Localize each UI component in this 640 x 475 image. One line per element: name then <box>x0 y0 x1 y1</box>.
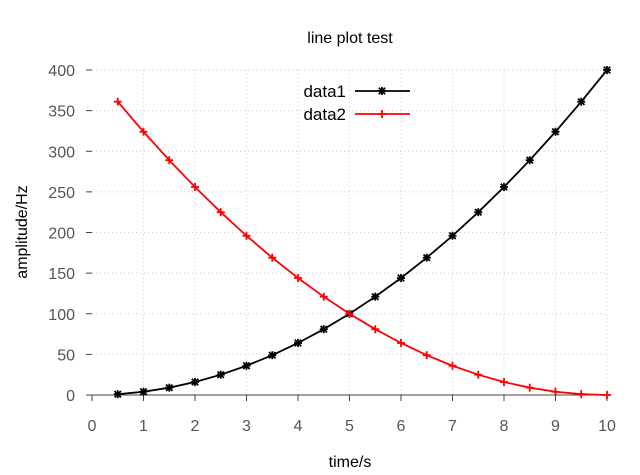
data-point-data1 <box>216 370 225 379</box>
legend-label: data2 <box>303 105 346 124</box>
chart-title: line plot test <box>307 30 393 47</box>
y-axis-label: amplitude/Hz <box>14 185 31 278</box>
data-point-data1 <box>603 66 611 74</box>
x-axis-ticks: 0 1 2 3 4 5 6 7 8 9 10 <box>88 395 616 435</box>
series-line-data2 <box>117 101 608 396</box>
y-axis-ticks: 0 50 100 150 200 250 300 350 400 <box>48 63 92 405</box>
data-point-data2 <box>216 208 225 217</box>
data-point-data1 <box>397 274 405 282</box>
y-tick-label: 400 <box>48 63 75 80</box>
data-point-data2 <box>525 383 534 392</box>
y-tick-label: 300 <box>48 144 75 161</box>
y-tick-label: 150 <box>48 266 75 283</box>
series-layer <box>113 66 611 399</box>
y-tick-label: 50 <box>57 347 75 364</box>
data-point-data2 <box>294 274 302 282</box>
data-point-data2 <box>448 361 457 370</box>
data-point-data2 <box>268 253 277 262</box>
data-point-data1 <box>551 127 560 136</box>
x-tick-label: 6 <box>397 418 406 435</box>
legend-entry-data2: data2 <box>303 105 410 124</box>
y-tick-label: 100 <box>48 307 75 324</box>
x-tick-label: 4 <box>294 418 303 435</box>
data-point-data2 <box>319 292 328 301</box>
x-tick-label: 0 <box>88 418 97 435</box>
data-point-data2 <box>474 370 483 379</box>
data-point-data1 <box>139 387 148 396</box>
series-line-data1 <box>117 69 608 396</box>
data-point-data2 <box>551 387 560 396</box>
y-tick-label: 250 <box>48 185 75 202</box>
x-tick-label: 10 <box>598 418 616 435</box>
data-point-data1 <box>294 339 302 347</box>
data-point-data2 <box>371 325 380 334</box>
data-point-data1 <box>242 361 251 370</box>
y-tick-label: 350 <box>48 104 75 121</box>
x-tick-label: 9 <box>551 418 560 435</box>
data-point-data1 <box>422 253 431 262</box>
y-tick-label: 200 <box>48 226 75 243</box>
data-point-data2 <box>345 309 354 318</box>
data-point-data1 <box>577 97 586 106</box>
data-point-data2 <box>113 97 122 106</box>
grid <box>92 69 608 395</box>
series-data2 <box>113 97 611 399</box>
data-point-data1 <box>448 231 457 240</box>
legend-marker <box>378 87 386 95</box>
data-point-data1 <box>268 351 277 360</box>
data-point-data2 <box>422 351 431 360</box>
data-point-data1 <box>165 383 174 392</box>
x-tick-label: 3 <box>242 418 251 435</box>
data-point-data2 <box>500 378 508 386</box>
x-tick-label: 5 <box>345 418 354 435</box>
data-point-data2 <box>242 231 251 240</box>
legend-label: data1 <box>303 82 346 101</box>
data-point-data2 <box>139 127 148 136</box>
data-point-data1 <box>319 325 328 334</box>
data-point-data1 <box>191 378 199 386</box>
legend: data1 data2 <box>303 82 410 124</box>
data-point-data2 <box>577 390 586 399</box>
x-axis-label: time/s <box>329 454 372 471</box>
x-tick-label: 8 <box>500 418 509 435</box>
data-point-data1 <box>113 390 122 399</box>
data-point-data1 <box>371 292 380 301</box>
data-point-data1 <box>525 156 534 165</box>
x-tick-label: 7 <box>448 418 457 435</box>
legend-entry-data1: data1 <box>303 82 410 101</box>
x-tick-label: 2 <box>191 418 200 435</box>
data-point-data1 <box>500 183 508 191</box>
data-point-data2 <box>397 339 405 347</box>
data-point-data2 <box>191 183 199 191</box>
legend-marker <box>378 110 386 118</box>
data-point-data2 <box>165 156 174 165</box>
data-point-data1 <box>474 208 483 217</box>
data-point-data2 <box>603 391 611 399</box>
y-tick-label: 0 <box>66 388 75 405</box>
x-tick-label: 1 <box>139 418 148 435</box>
